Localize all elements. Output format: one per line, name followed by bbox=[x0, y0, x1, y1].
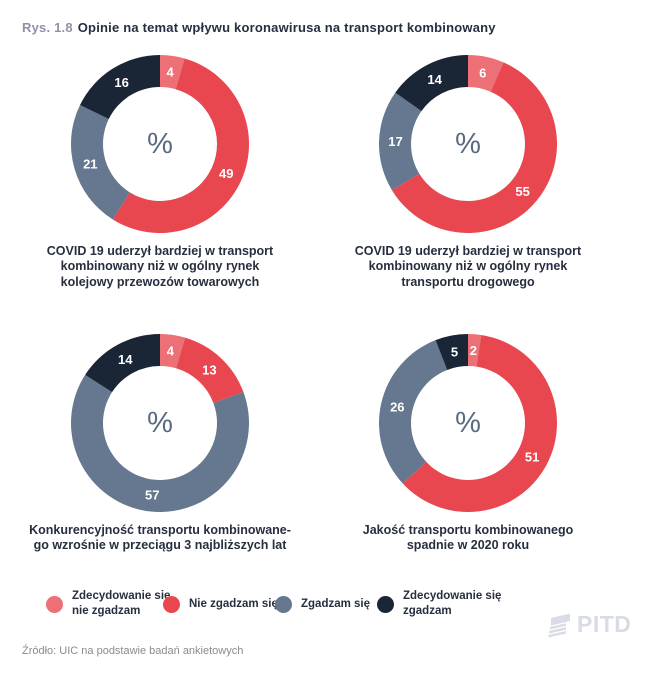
pitd-logo-text: PITD bbox=[577, 610, 632, 637]
slice-value-label: 2 bbox=[470, 343, 477, 358]
chart-cell-rail-market: 4 49 21 16% COVID 19 uderzył bardziej w tra… bbox=[6, 49, 314, 328]
figure-title-text: Opinie na temat wpływu koronawirusa na t… bbox=[77, 20, 496, 35]
slice-value-label: 5 bbox=[451, 344, 458, 359]
slice-value-label: 4 bbox=[166, 65, 174, 80]
chart-caption: Jakość transportu kombinowanego spadnie … bbox=[362, 523, 574, 553]
donut-chart-rail-market: 4 49 21 16% bbox=[70, 55, 250, 234]
figure-title: Rys. 1.8 Opinie na temat wpływu koronawir… bbox=[22, 20, 496, 35]
slice-value-label: 21 bbox=[83, 156, 97, 171]
donut-chart-road-market: 6 55 17 14% bbox=[379, 55, 558, 234]
slice-value-label: 14 bbox=[427, 72, 442, 87]
donut-chart-competitiveness: 4 13 57 14% bbox=[71, 334, 250, 512]
donut-slice-agree bbox=[379, 92, 422, 191]
chart-cell-competitiveness: 4 13 57 14% Konkurencyjność transportu komb… bbox=[6, 328, 314, 554]
chart-caption: Konkurencyjność transportu kombinowane- … bbox=[29, 523, 291, 553]
slice-value-label: 16 bbox=[114, 75, 128, 90]
donut-slice-strongly-disagree bbox=[468, 55, 504, 92]
donut-slice-disagree bbox=[176, 337, 244, 404]
pitd-logo: PITD bbox=[544, 610, 631, 638]
legend-swatch-strongly-agree bbox=[377, 595, 394, 613]
donut-center-percent-label: % bbox=[455, 407, 481, 439]
chart-caption: COVID 19 uderzył bardziej w transport ko… bbox=[354, 244, 582, 289]
donut-slice-strongly-agree bbox=[395, 55, 468, 112]
legend-label: Zdecydowanie się zgadzam bbox=[403, 590, 502, 617]
slice-value-label: 14 bbox=[118, 352, 133, 367]
pitd-logo-icon bbox=[548, 613, 570, 638]
figure-number: Rys. 1.8 bbox=[22, 20, 73, 35]
source-note: Źródło: UIC na podstawie badań ankietowy… bbox=[22, 645, 244, 657]
donut-center-percent-label: % bbox=[147, 407, 173, 439]
slice-value-label: 51 bbox=[525, 449, 539, 464]
donut-slice-strongly-agree bbox=[85, 334, 160, 393]
donut-slice-disagree bbox=[112, 58, 250, 234]
legend-label: Zgadzam się bbox=[301, 597, 371, 610]
charts-grid: 4 49 21 16% COVID 19 uderzył bardziej w tra… bbox=[6, 49, 622, 554]
donut-slice-strongly-agree bbox=[435, 334, 468, 370]
slice-value-label: 6 bbox=[479, 66, 486, 81]
chart-caption: COVID 19 uderzył bardziej w transport ko… bbox=[46, 244, 274, 289]
donut-slice-strongly-disagree bbox=[160, 334, 186, 369]
slice-value-label: 57 bbox=[145, 488, 159, 503]
donut-slice-agree bbox=[378, 340, 448, 484]
legend-swatch-strongly-disagree bbox=[46, 595, 63, 613]
legend-label: Nie zgadzam się bbox=[189, 597, 278, 610]
donut-slice-disagree bbox=[402, 334, 557, 512]
legend-item-strongly-disagree: Zdecydowanie się nie zgadzam bbox=[46, 588, 170, 620]
slice-value-label: 4 bbox=[167, 344, 175, 359]
donut-slice-agree bbox=[71, 374, 250, 512]
legend-label: Zdecydowanie się nie zgadzam bbox=[72, 590, 171, 617]
donut-slice-strongly-agree bbox=[80, 55, 160, 120]
donut-slice-strongly-disagree bbox=[468, 334, 482, 367]
chart-cell-quality: 2 51 26 5% Jakość transportu kombinowanego … bbox=[314, 328, 622, 554]
legend-swatch-agree bbox=[275, 595, 292, 613]
donut-center-percent-label: % bbox=[147, 128, 173, 160]
donut-center-percent-label: % bbox=[455, 128, 481, 160]
slice-value-label: 26 bbox=[390, 399, 404, 414]
donut-slice-strongly-disagree bbox=[160, 55, 185, 90]
chart-cell-road-market: 6 55 17 14% COVID 19 uderzył bardziej w tra… bbox=[314, 49, 622, 328]
donut-slice-agree bbox=[70, 104, 130, 220]
slice-value-label: 49 bbox=[219, 166, 233, 181]
slice-value-label: 55 bbox=[515, 184, 529, 199]
legend-swatch-disagree bbox=[163, 595, 180, 613]
donut-slice-disagree bbox=[391, 62, 558, 234]
slice-value-label: 17 bbox=[388, 134, 402, 149]
legend-item-agree: Zgadzam się bbox=[275, 588, 370, 620]
donut-chart-quality: 2 51 26 5% bbox=[378, 334, 557, 512]
legend-item-disagree: Nie zgadzam się bbox=[163, 588, 278, 620]
legend-item-strongly-agree: Zdecydowanie się zgadzam bbox=[377, 588, 501, 620]
slice-value-label: 13 bbox=[202, 362, 216, 377]
